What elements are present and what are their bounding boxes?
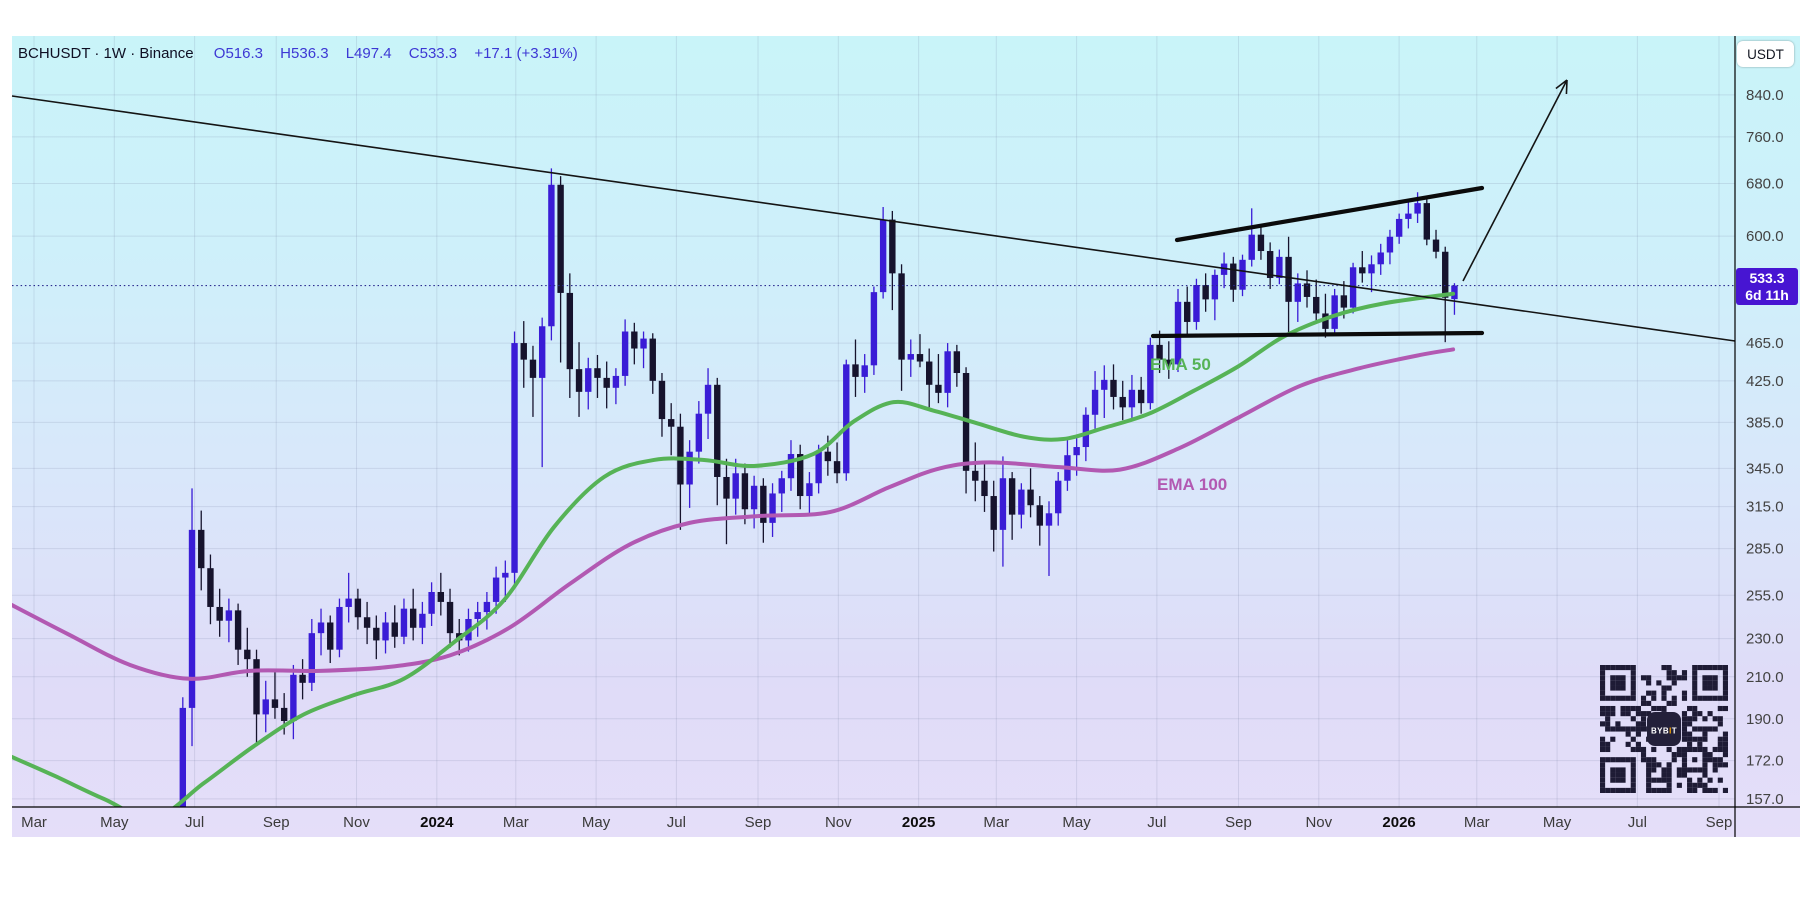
legend-change: +17.1 (+3.31%) (474, 45, 578, 62)
bybit-logo-badge (1647, 712, 1681, 746)
svg-text:600.0: 600.0 (1746, 228, 1784, 245)
svg-text:May: May (582, 814, 611, 831)
svg-text:Mar: Mar (983, 814, 1009, 831)
svg-text:Sep: Sep (263, 814, 290, 831)
svg-text:Sep: Sep (1706, 814, 1733, 831)
svg-text:Sep: Sep (1225, 814, 1252, 831)
svg-text:May: May (1062, 814, 1091, 831)
last-price-value: 533.3 (1749, 270, 1785, 286)
svg-text:Jul: Jul (667, 814, 686, 831)
svg-text:385.0: 385.0 (1746, 414, 1784, 431)
legend-symbol: BCHUSDT · 1W · Binance (18, 45, 194, 62)
drawings-layer[interactable] (11, 79, 1736, 342)
ema50-label: EMA 50 (1150, 355, 1211, 374)
svg-text:255.0: 255.0 (1746, 587, 1784, 604)
bybit-logo-text: BYBIT (1651, 727, 1677, 736)
svg-text:Nov: Nov (343, 814, 370, 831)
svg-text:157.0: 157.0 (1746, 791, 1784, 808)
svg-text:Jul: Jul (185, 814, 204, 831)
projection-arrow (1462, 79, 1568, 282)
svg-text:425.0: 425.0 (1746, 373, 1784, 390)
svg-text:Sep: Sep (745, 814, 772, 831)
time-axis[interactable]: Mar May Jul Sep Nov 2024 Mar May Jul Sep Nov 2025 Ma… (21, 814, 1732, 831)
chart-background (12, 36, 1800, 837)
last-price-badge: 533.3 6d 11h (1736, 268, 1798, 305)
svg-text:2026: 2026 (1382, 814, 1415, 831)
svg-text:230.0: 230.0 (1746, 631, 1784, 648)
svg-text:285.0: 285.0 (1746, 541, 1784, 558)
channel-lower-line (1150, 330, 1485, 339)
grid (12, 36, 1735, 807)
svg-text:Jul: Jul (1147, 814, 1166, 831)
svg-text:Nov: Nov (825, 814, 852, 831)
svg-text:Jul: Jul (1628, 814, 1647, 831)
ema100-label: EMA 100 (1157, 475, 1228, 494)
ema-lines (12, 291, 1456, 807)
bar-countdown: 6d 11h (1745, 287, 1789, 303)
svg-text:760.0: 760.0 (1746, 129, 1784, 146)
channel-upper-line (1174, 185, 1485, 243)
legend-close: C533.3 (408, 45, 458, 62)
svg-text:172.0: 172.0 (1746, 753, 1784, 770)
svg-text:345.0: 345.0 (1746, 460, 1784, 477)
qr-code[interactable]: BYBIT (1600, 665, 1728, 793)
candles-layer (179, 168, 1458, 807)
svg-text:May: May (100, 814, 129, 831)
svg-text:210.0: 210.0 (1746, 669, 1784, 686)
symbol-legend[interactable]: BCHUSDT · 1W · Binance O516.3 H536.3 L49… (18, 45, 591, 62)
svg-text:2024: 2024 (420, 814, 454, 831)
svg-text:190.0: 190.0 (1746, 711, 1784, 728)
svg-text:Mar: Mar (503, 814, 529, 831)
svg-text:Nov: Nov (1305, 814, 1332, 831)
svg-text:680.0: 680.0 (1746, 176, 1784, 193)
svg-text:Mar: Mar (21, 814, 47, 831)
svg-text:315.0: 315.0 (1746, 499, 1784, 516)
currency-button[interactable]: USDT (1737, 41, 1794, 67)
svg-text:465.0: 465.0 (1746, 335, 1784, 352)
legend-open: O516.3 (213, 45, 263, 62)
ema100-line (12, 347, 1456, 681)
svg-text:Mar: Mar (1464, 814, 1490, 831)
ema50-line (12, 291, 1456, 807)
svg-text:840.0: 840.0 (1746, 87, 1784, 104)
legend-low: L497.4 (345, 45, 392, 62)
price-axis[interactable]: 840.0 760.0 680.0 600.0 465.0 425.0 385.0 345.0… (1746, 87, 1784, 808)
descending-trendline (11, 95, 1736, 342)
svg-text:2025: 2025 (902, 814, 935, 831)
svg-text:May: May (1543, 814, 1572, 831)
legend-high: H536.3 (280, 45, 329, 62)
